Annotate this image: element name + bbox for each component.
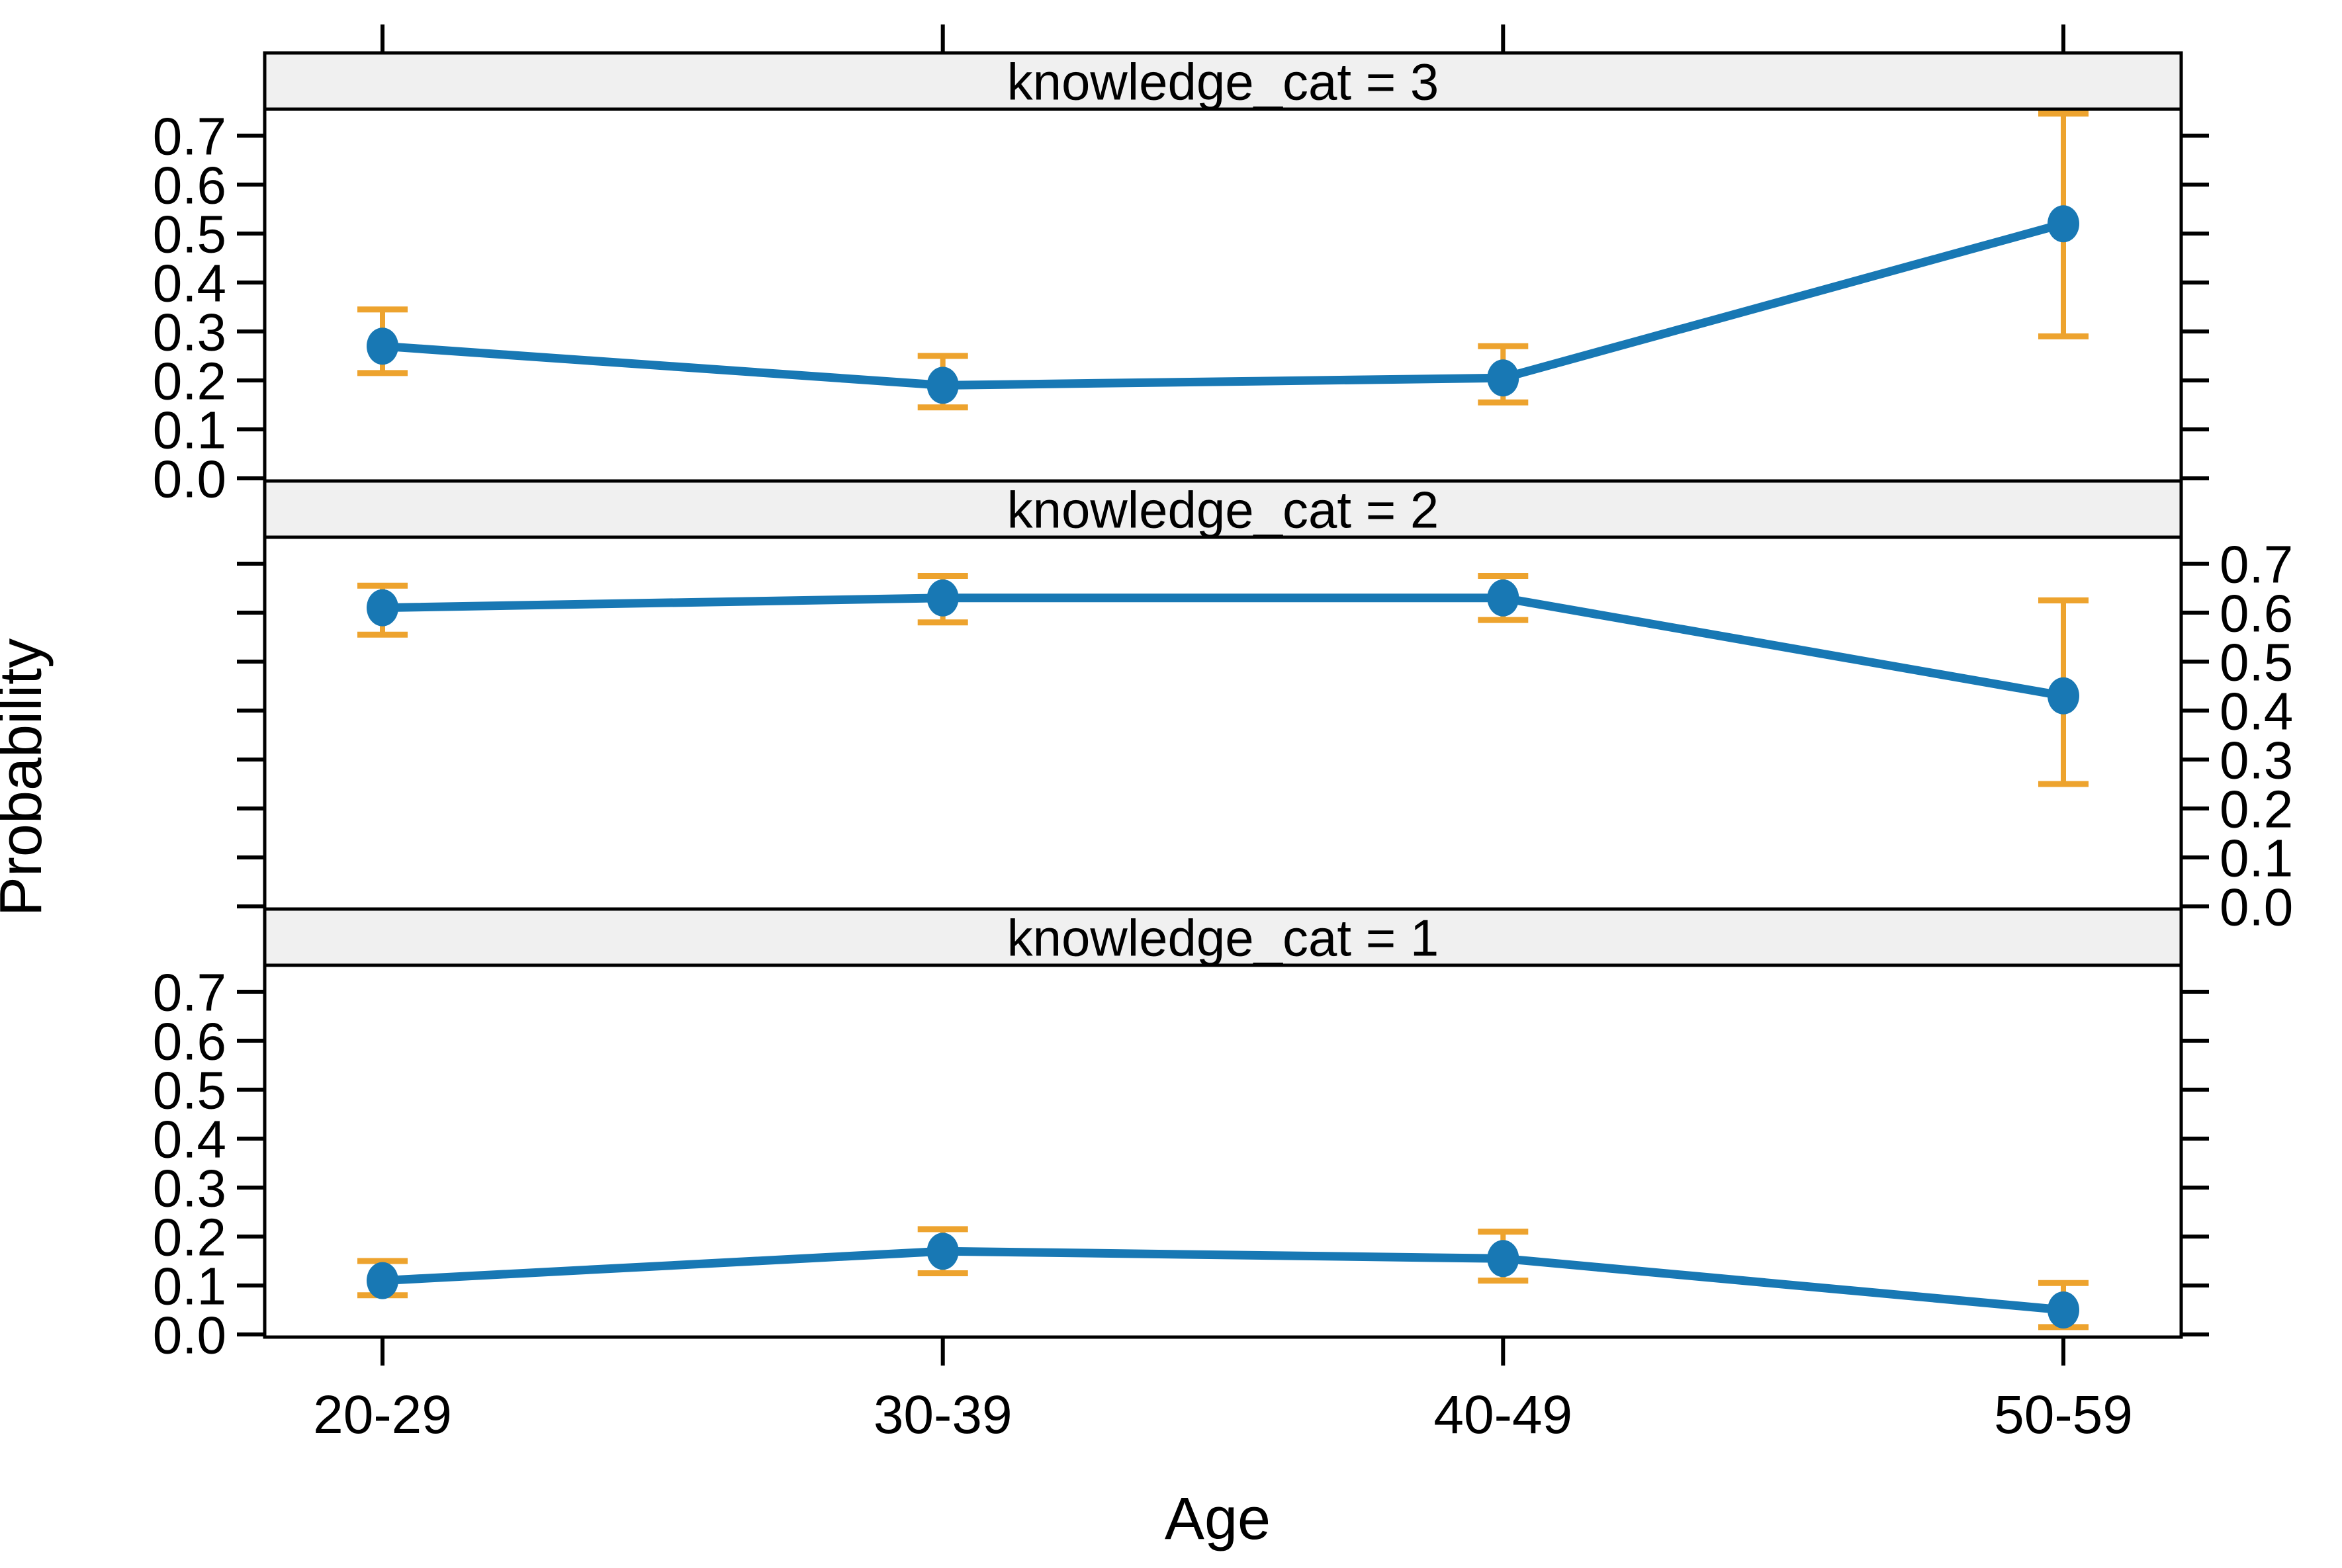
- x-tick-label: 40-49: [1433, 1385, 1572, 1445]
- strip-label: knowledge_cat = 1: [1007, 909, 1439, 967]
- data-point: [367, 589, 398, 627]
- y-tick-label: 0.7: [153, 107, 226, 165]
- panel-area: [265, 109, 2181, 481]
- y-tick-label: 0.2: [153, 1207, 226, 1266]
- x-tick-label: 30-39: [874, 1385, 1013, 1445]
- panel-group-3: knowledge_cat = 3 0.00.10.20.30.40.50.60.…: [153, 51, 2209, 508]
- x-tick-label: 20-29: [313, 1385, 452, 1445]
- panel-area: [265, 537, 2181, 909]
- y-tick-label: 0.7: [2220, 535, 2293, 593]
- data-point: [2048, 677, 2079, 715]
- y-tick-label: 0.1: [153, 1256, 226, 1315]
- y-axis-title: Probability: [0, 638, 54, 916]
- data-point: [367, 327, 398, 365]
- y-tick-label: 0.7: [153, 963, 226, 1022]
- panel-area: [265, 965, 2181, 1337]
- y-tick-label: 0.6: [153, 155, 226, 214]
- data-point: [2048, 1291, 2079, 1328]
- x-axis-title: Age: [1165, 1486, 1271, 1552]
- y-tick-label: 0.3: [153, 1158, 226, 1217]
- panel-group-1: knowledge_cat = 1 0.00.10.20.30.40.50.60.…: [153, 907, 2209, 1364]
- y-tick-label: 0.1: [153, 400, 226, 459]
- series-line: [378, 1246, 2068, 1315]
- y-tick-label: 0.4: [2220, 681, 2293, 740]
- x-tick-label: 50-59: [1994, 1385, 2133, 1445]
- data-point: [1487, 1240, 1519, 1278]
- panel-group-2: knowledge_cat = 2 0.00.10.20.30.40.50.60.…: [237, 479, 2293, 936]
- y-tick-label: 0.1: [2220, 828, 2293, 887]
- data-point: [2048, 205, 2079, 243]
- y-tick-label: 0.0: [153, 449, 226, 508]
- data-point: [1487, 359, 1519, 397]
- data-point: [1487, 579, 1519, 617]
- panel-frame: [263, 963, 2183, 1339]
- y-tick-label: 0.5: [153, 204, 226, 263]
- data-point: [926, 579, 959, 617]
- y-tick-label: 0.0: [153, 1305, 226, 1364]
- strip-label: knowledge_cat = 3: [1007, 53, 1439, 111]
- strip-label: knowledge_cat = 2: [1007, 481, 1439, 539]
- strip-bar: [263, 479, 2183, 539]
- y-tick-label: 0.6: [2220, 584, 2293, 642]
- y-tick-label: 0.5: [153, 1061, 226, 1119]
- y-tick-label: 0.2: [2220, 779, 2293, 838]
- y-tick-label: 0.5: [2220, 632, 2293, 691]
- data-point: [367, 1262, 398, 1299]
- series-line: [378, 219, 2068, 390]
- y-tick-label: 0.4: [153, 1110, 226, 1168]
- y-tick-label: 0.2: [153, 351, 226, 410]
- y-tick-label: 0.3: [153, 302, 226, 361]
- data-point: [926, 1233, 959, 1270]
- y-tick-label: 0.3: [2220, 730, 2293, 789]
- y-tick-label: 0.4: [153, 253, 226, 312]
- y-tick-label: 0.0: [2220, 877, 2293, 936]
- y-tick-label: 0.6: [153, 1012, 226, 1070]
- data-point: [926, 367, 959, 404]
- series-line: [378, 593, 2068, 701]
